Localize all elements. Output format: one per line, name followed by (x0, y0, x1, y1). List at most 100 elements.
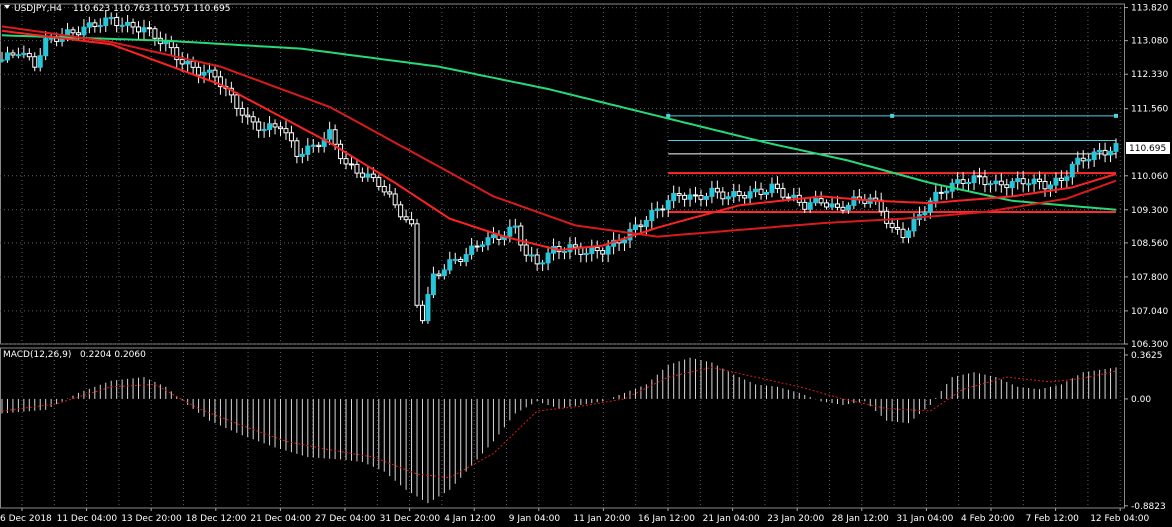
candle-body (327, 129, 333, 140)
candle-body (1058, 177, 1064, 181)
candle-body (627, 228, 633, 241)
candle-body (1047, 184, 1053, 190)
x-tick-label: 13 Dec 20:00 (121, 514, 182, 524)
candle-body (81, 26, 87, 36)
price-tick-label: 111.560 (1131, 105, 1168, 115)
candle-body (791, 194, 797, 198)
candle-body (174, 47, 180, 61)
x-tick-label: 6 Dec 2018 (0, 514, 52, 524)
candle-body (97, 25, 103, 28)
x-tick-label: 7 Feb 12:00 (1026, 514, 1080, 524)
candle-body (152, 28, 158, 39)
candle-body (1053, 177, 1059, 186)
candle-body (436, 273, 442, 277)
candle-body (294, 140, 300, 157)
candle-body (534, 254, 540, 265)
candle-body (938, 191, 944, 194)
ohlc-values: 110.623 110.763 110.571 110.695 (73, 4, 230, 14)
price-tick-label: 107.800 (1131, 273, 1168, 283)
candle-body (370, 173, 376, 179)
x-tick-label: 9 Jan 04:00 (509, 514, 561, 524)
candle-body (425, 294, 431, 322)
candle-body (660, 208, 666, 211)
candle-body (529, 254, 535, 257)
candle-body (922, 211, 928, 216)
candle-body (605, 245, 611, 255)
price-marker-label: 110.695 (1129, 144, 1166, 154)
candle-body (703, 195, 709, 200)
candle-body (32, 56, 38, 68)
macd-header: MACD(12,26,9) 0.2204 0.2060 (3, 350, 146, 360)
x-tick-label: 18 Dec 12:00 (186, 514, 247, 524)
candle-body (469, 245, 475, 256)
candle-body (447, 259, 453, 271)
candle-body (463, 254, 469, 262)
candle-body (709, 187, 715, 197)
candle-body (785, 196, 791, 199)
candle-body (944, 190, 950, 194)
candle-body (731, 191, 737, 198)
candle-body (0, 59, 5, 62)
candle-body (163, 41, 169, 45)
x-tick-label: 31 Jan 04:00 (896, 514, 953, 524)
candle-body (490, 234, 496, 239)
candle-body (693, 194, 699, 197)
candle-body (381, 185, 387, 193)
candle-body (589, 247, 595, 255)
x-tick-label: 23 Jan 20:00 (767, 514, 824, 524)
x-tick-label: 27 Dec 04:00 (315, 514, 376, 524)
level-anchor[interactable] (1114, 113, 1118, 118)
candle-body (414, 223, 420, 306)
candle-body (987, 183, 993, 186)
candle-body (561, 251, 567, 254)
candle-body (911, 219, 917, 232)
candle-body (348, 163, 354, 166)
candle-body (480, 244, 486, 248)
macd-title: MACD(12,26,9) (3, 350, 71, 360)
candle-body (146, 27, 152, 30)
candle-body (671, 193, 677, 202)
candle-body (665, 200, 671, 210)
candle-body (37, 55, 43, 68)
candle-body (359, 172, 365, 178)
candle-body (540, 262, 546, 265)
level-anchor[interactable] (666, 113, 671, 118)
candle-body (43, 38, 49, 57)
candle-body (649, 209, 655, 222)
candle-body (403, 216, 409, 221)
candle-body (212, 69, 218, 78)
triangle-down-icon[interactable] (4, 5, 10, 9)
candle-body (622, 239, 628, 244)
candle-body (108, 17, 114, 20)
candle-body (387, 191, 393, 195)
candle-body (168, 41, 174, 49)
candle-body (452, 258, 458, 261)
candle-body (998, 180, 1004, 186)
candle-body (239, 107, 245, 116)
candle-body (119, 24, 125, 27)
candle-body (687, 194, 693, 200)
candle-body (1009, 181, 1015, 189)
x-tick-label: 16 Jan 12:00 (638, 514, 695, 524)
candle-body (1108, 150, 1114, 156)
candle-body (278, 126, 283, 130)
candle-body (299, 153, 305, 157)
candle-body (1020, 178, 1026, 185)
candle-body (927, 200, 933, 213)
candle-body (1064, 176, 1070, 181)
candle-body (654, 208, 660, 211)
price-marker-box (1126, 142, 1170, 154)
macd-tick-label: 0.3625 (1131, 351, 1163, 361)
level-anchor[interactable] (890, 113, 895, 118)
candle-body (376, 177, 382, 187)
candle-body (1031, 178, 1037, 185)
candle-body (835, 203, 840, 208)
candle-body (86, 22, 92, 28)
candle-body (742, 195, 748, 199)
macd-series (1, 357, 1117, 504)
candle-body (638, 224, 644, 228)
candle-body (485, 237, 491, 246)
candle-body (1102, 149, 1108, 156)
